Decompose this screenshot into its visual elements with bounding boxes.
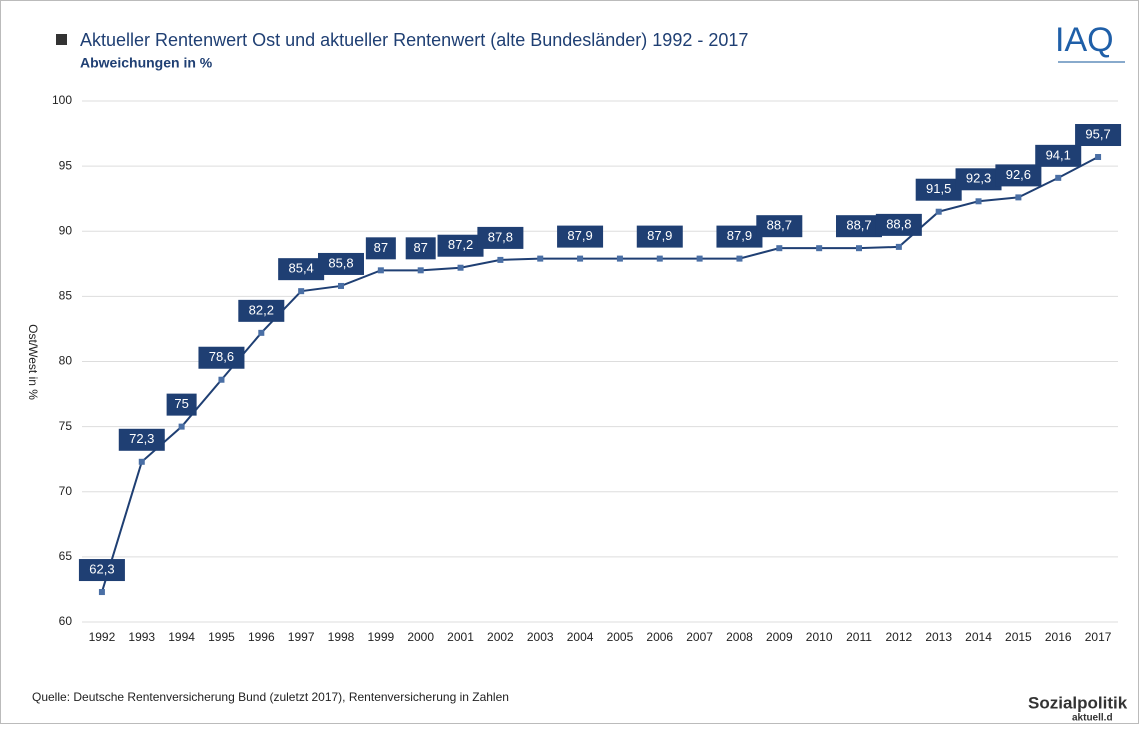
- point: [736, 256, 742, 262]
- x-tick-label: 2011: [846, 630, 872, 644]
- x-tick-label: 2017: [1085, 630, 1112, 644]
- title-marker: [56, 34, 67, 45]
- x-tick-label: 1994: [168, 630, 195, 644]
- data-label: 85,8: [328, 255, 353, 270]
- x-tick-label: 2006: [646, 630, 673, 644]
- x-tick-label: 2016: [1045, 630, 1072, 644]
- source: Quelle: Deutsche Rentenversicherung Bund…: [32, 690, 509, 704]
- point: [976, 198, 982, 204]
- data-label: 88,7: [846, 218, 871, 233]
- point: [896, 244, 902, 250]
- x-tick-label: 2014: [965, 630, 992, 644]
- y-tick-label: 95: [59, 158, 73, 172]
- data-label: 91,5: [926, 181, 951, 196]
- chart-title: Aktueller Rentenwert Ost und aktueller R…: [80, 30, 748, 50]
- data-label: 94,1: [1046, 147, 1071, 162]
- point: [1055, 175, 1061, 181]
- point: [258, 330, 264, 336]
- point: [458, 265, 464, 271]
- x-tick-label: 2004: [567, 630, 594, 644]
- x-tick-label: 1998: [328, 630, 355, 644]
- point: [378, 267, 384, 273]
- x-tick-label: 2008: [726, 630, 753, 644]
- x-tick-label: 2009: [766, 630, 793, 644]
- data-label: 87,9: [567, 228, 592, 243]
- point: [856, 245, 862, 251]
- point: [936, 209, 942, 215]
- y-tick-label: 90: [59, 223, 73, 237]
- point: [657, 256, 663, 262]
- point: [577, 256, 583, 262]
- point: [816, 245, 822, 251]
- y-tick-label: 80: [59, 354, 73, 368]
- point: [776, 245, 782, 251]
- x-tick-label: 2015: [1005, 630, 1032, 644]
- point: [497, 257, 503, 263]
- y-tick-label: 100: [52, 93, 72, 107]
- data-label: 78,6: [209, 349, 234, 364]
- x-tick-label: 2005: [607, 630, 634, 644]
- point: [1095, 154, 1101, 160]
- point: [617, 256, 623, 262]
- point: [697, 256, 703, 262]
- x-tick-label: 2002: [487, 630, 514, 644]
- x-tick-label: 1996: [248, 630, 275, 644]
- x-tick-label: 2007: [686, 630, 713, 644]
- point: [1015, 194, 1021, 200]
- y-tick-label: 60: [59, 614, 73, 628]
- point: [179, 424, 185, 430]
- x-tick-label: 2000: [407, 630, 434, 644]
- chart: Aktueller Rentenwert Ost und aktueller R…: [0, 0, 1139, 724]
- point: [99, 589, 105, 595]
- data-label: 92,3: [966, 171, 991, 186]
- data-label: 85,4: [288, 261, 313, 276]
- logo-bottom-sub: aktuell.d: [1072, 713, 1113, 724]
- data-label: 87,9: [647, 228, 672, 243]
- x-tick-label: 1995: [208, 630, 235, 644]
- point: [537, 256, 543, 262]
- point: [139, 459, 145, 465]
- data-label: 87: [374, 240, 388, 255]
- point: [298, 288, 304, 294]
- x-tick-label: 2001: [447, 630, 474, 644]
- data-label: 82,2: [249, 302, 274, 317]
- data-label: 88,7: [767, 218, 792, 233]
- data-label: 62,3: [89, 561, 114, 576]
- logo-top: IAQ: [1055, 21, 1114, 59]
- chart-subtitle: Abweichungen in %: [80, 55, 213, 71]
- y-tick-label: 75: [59, 419, 73, 433]
- point: [218, 377, 224, 383]
- x-tick-label: 1999: [367, 630, 394, 644]
- y-tick-label: 65: [59, 549, 73, 563]
- data-label: 87,2: [448, 237, 473, 252]
- y-axis-label: Ost/West in %: [26, 324, 40, 400]
- y-tick-label: 70: [59, 484, 73, 498]
- data-label: 87,9: [727, 228, 752, 243]
- x-tick-label: 1997: [288, 630, 315, 644]
- data-label: 75: [174, 396, 188, 411]
- data-label: 87: [413, 240, 427, 255]
- point: [338, 283, 344, 289]
- y-tick-label: 85: [59, 289, 73, 303]
- logo-bottom: Sozialpolitik: [1028, 693, 1128, 712]
- data-label: 88,8: [886, 216, 911, 231]
- x-tick-label: 1993: [128, 630, 155, 644]
- x-tick-label: 2013: [925, 630, 952, 644]
- x-tick-label: 2003: [527, 630, 554, 644]
- x-tick-label: 2012: [885, 630, 912, 644]
- point: [418, 267, 424, 273]
- x-tick-label: 2010: [806, 630, 833, 644]
- data-label: 87,8: [488, 229, 513, 244]
- data-label: 72,3: [129, 431, 154, 446]
- data-label: 92,6: [1006, 167, 1031, 182]
- data-label: 95,7: [1085, 126, 1110, 141]
- x-tick-label: 1992: [89, 630, 116, 644]
